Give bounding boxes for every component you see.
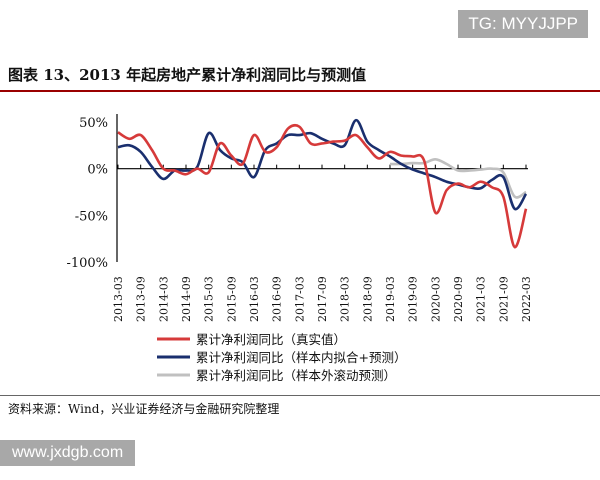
chart-title: 图表 13、2013 年起房地产累计净利润同比与预测值 <box>8 66 367 84</box>
source-note: 资料来源：Wind，兴业证券经济与金融研究院整理 <box>8 402 280 416</box>
x-tick-label: 2017-09 <box>316 276 329 322</box>
series-line-1 <box>117 118 528 211</box>
x-tick-label: 2015-03 <box>203 276 216 322</box>
x-tick-label: 2019-03 <box>384 276 397 322</box>
title-divider <box>0 90 600 92</box>
source-divider <box>0 395 600 396</box>
y-tick-label: -100% <box>66 256 108 271</box>
x-tick-label: 2014-09 <box>180 276 193 322</box>
legend-label-1: 累计净利润同比（样本内拟合+预测） <box>196 350 406 365</box>
x-tick-label: 2019-09 <box>407 276 420 322</box>
series-line-0 <box>117 123 528 249</box>
x-tick-label: 2021-09 <box>497 276 510 322</box>
x-tick-label: 2022-03 <box>520 276 533 322</box>
line-chart: 50% 0% -50% -100% 2013-03 2013-09 2014-03 2014-… <box>66 114 533 383</box>
y-tick-label: 0% <box>87 163 108 178</box>
x-tick-label: 2015-09 <box>225 276 238 322</box>
watermark-top: TG: MYYJJPP <box>458 10 588 38</box>
x-tick-label: 2014-03 <box>157 276 170 322</box>
y-tick-label: 50% <box>79 116 108 131</box>
x-tick-label: 2013-03 <box>112 276 125 322</box>
x-tick-label: 2018-09 <box>361 276 374 322</box>
series-line-2 <box>389 158 527 199</box>
x-tick-label: 2016-09 <box>271 276 284 322</box>
y-tick-label: -50% <box>75 209 108 224</box>
x-tick-label: 2020-03 <box>429 276 442 322</box>
legend-label-2: 累计净利润同比（样本外滚动预测） <box>196 368 396 383</box>
x-tick-label: 2017-03 <box>293 276 306 322</box>
x-tick-label: 2020-09 <box>452 276 465 322</box>
watermark-bottom: www.jxdgb.com <box>0 440 136 466</box>
legend-label-0: 累计净利润同比（真实值） <box>196 332 346 347</box>
x-tick-label: 2016-03 <box>248 276 261 322</box>
x-tick-label: 2018-03 <box>339 276 352 322</box>
x-tick-label: 2021-03 <box>475 276 488 322</box>
x-tick-label: 2013-09 <box>135 276 148 322</box>
